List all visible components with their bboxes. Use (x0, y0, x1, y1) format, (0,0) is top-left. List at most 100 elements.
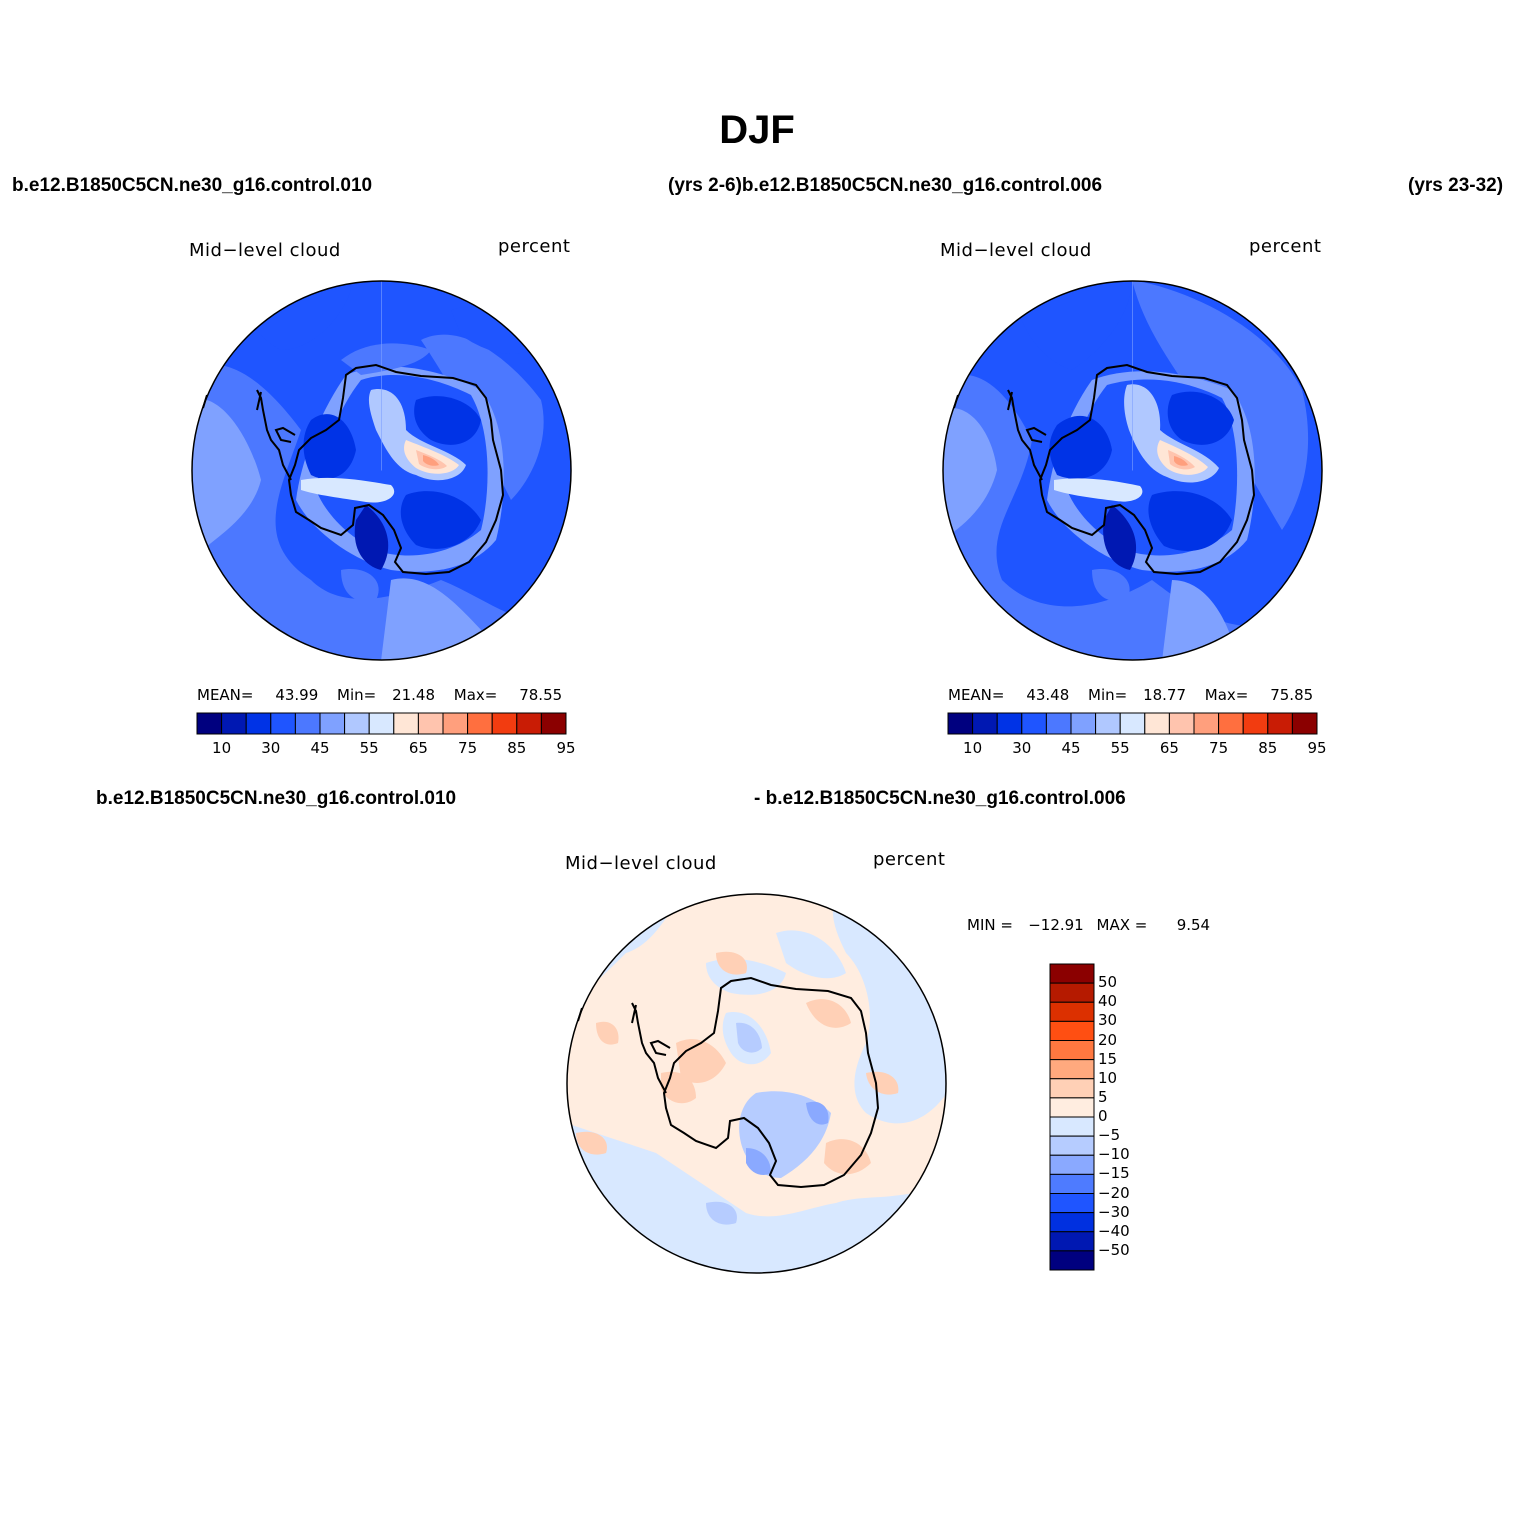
panel2-colorbar-swatch (1218, 712, 1244, 735)
panel1-variable-label: Mid−level cloud (189, 240, 341, 261)
panel1-units-label: percent (498, 236, 571, 257)
panel3-colorbar-tick-label: −5 (1098, 1126, 1121, 1145)
panel3-colorbar (1049, 963, 1095, 1271)
panel1-mean-label: MEAN= (197, 686, 254, 704)
panel1-colorbar-swatch (467, 712, 493, 735)
panel3-colorbar-tick-label: −40 (1098, 1221, 1130, 1240)
panel3-max-label: MAX = (1096, 916, 1148, 934)
top-left-case-title: b.e12.B1850C5CN.ne30_g16.control.010 (12, 175, 373, 196)
panel2-colorbar-tick-label: 55 (1110, 739, 1130, 757)
panel3-colorbar-swatch (1049, 982, 1095, 1003)
panel2-colorbar-swatch (996, 712, 1023, 735)
panel3-variable-label: Mid−level cloud (565, 853, 717, 874)
panel3-colorbar-tick-label: 15 (1098, 1049, 1118, 1068)
panel2-colorbar-tick-label: 65 (1159, 739, 1179, 757)
panel2-colorbar-swatch (972, 712, 998, 735)
panel3-colorbar-tick-label: −30 (1098, 1202, 1130, 1221)
bottom-middle-case-title: - b.e12.B1850C5CN.ne30_g16.control.006 (754, 788, 1126, 809)
panel2-colorbar-tick-label: 95 (1307, 739, 1327, 757)
panel3-colorbar-swatch (1049, 1116, 1095, 1137)
panel1-colorbar-swatch (442, 712, 469, 735)
panel1-colorbar-swatch (516, 712, 542, 735)
panel2-colorbar-swatch (1095, 712, 1121, 735)
panel3-colorbar-swatch (1049, 1231, 1095, 1252)
bottom-left-case-title: b.e12.B1850C5CN.ne30_g16.control.010 (96, 788, 457, 809)
panel1-colorbar-tick-label: 55 (359, 739, 379, 757)
panel1-colorbar-swatch (344, 712, 370, 735)
panel2-stats: MEAN= 43.48 Min= 18.77 Max= 75.85 (948, 686, 1313, 704)
panel1-colorbar-swatch (221, 712, 247, 735)
panel2-mean-value: 43.48 (1026, 686, 1070, 704)
panel1-colorbar-tick-label: 30 (261, 739, 281, 757)
panel3-colorbar-swatch (1049, 1059, 1095, 1080)
panel2-colorbar-tick-label: 45 (1061, 739, 1081, 757)
panel2-min-value: 18.77 (1143, 686, 1187, 704)
panel2-colorbar-swatch (1242, 712, 1269, 735)
panel3-colorbar-tick-label: −50 (1098, 1240, 1130, 1259)
panel2-colorbar-swatch (1291, 712, 1318, 735)
panel2-colorbar-swatch (947, 712, 974, 735)
panel3-colorbar-swatch (1049, 1173, 1095, 1194)
panel1-colorbar-swatch (417, 712, 444, 735)
panel3-units-label: percent (873, 849, 946, 870)
panel3-colorbar-tick-label: −20 (1098, 1183, 1130, 1202)
panel2-colorbar-swatch (1193, 712, 1220, 735)
panel3-colorbar-swatch (1049, 1078, 1095, 1099)
panel3-colorbar-tick-label: 10 (1098, 1068, 1118, 1087)
panel1-min-label: Min= (337, 686, 377, 704)
panel1-colorbar-swatch (540, 712, 567, 735)
panel2-colorbar (947, 712, 1318, 735)
figure-title: DJF (719, 108, 795, 152)
panel1-colorbar-tick-label: 85 (507, 739, 527, 757)
panel3-colorbar-swatch (1049, 1193, 1095, 1214)
panel1-colorbar-swatch (245, 712, 272, 735)
panel3-colorbar-swatch (1049, 1020, 1095, 1041)
panel3-colorbar-tick-label: 5 (1098, 1087, 1108, 1106)
panel1-colorbar-swatch (196, 712, 223, 735)
panel3-colorbar-swatch (1049, 1040, 1095, 1061)
panel3-colorbar-tick-label: −15 (1098, 1164, 1130, 1183)
panel2-variable-label: Mid−level cloud (940, 240, 1092, 261)
panel1-max-label: Max= (453, 686, 498, 704)
panel2-colorbar-swatch (1045, 712, 1072, 735)
panel1-colorbar-swatch (319, 712, 346, 735)
panel1-mean-value: 43.99 (275, 686, 319, 704)
top-middle-case-title: (yrs 2-6)b.e12.B1850C5CN.ne30_g16.contro… (668, 175, 1103, 196)
panel2-colorbar-swatch (1119, 712, 1146, 735)
panel3-colorbar-swatch (1049, 1097, 1095, 1118)
panel3-min-label: MIN = (967, 916, 1013, 934)
panel3-colorbar-swatch (1049, 1154, 1095, 1175)
panel2-max-value: 75.85 (1270, 686, 1314, 704)
panel2-map (942, 280, 1323, 661)
panel3-colorbar-swatch (1049, 1001, 1095, 1022)
panel1-colorbar-swatch (393, 712, 419, 735)
panel2-colorbar-tick-label: 30 (1012, 739, 1032, 757)
top-right-years-label: (yrs 23-32) (1408, 175, 1504, 196)
panel2-colorbar-tick-label: 75 (1209, 739, 1229, 757)
panel1-colorbar-tick-label: 45 (310, 739, 330, 757)
panel2-mean-label: MEAN= (948, 686, 1005, 704)
panel1-colorbar-tick-label: 65 (408, 739, 428, 757)
panel2-colorbar-swatch (1168, 712, 1195, 735)
panel2-colorbar-tick-label: 85 (1258, 739, 1278, 757)
panel3-colorbar-swatch (1049, 1135, 1095, 1156)
panel3-colorbar-tick-label: 50 (1098, 973, 1118, 992)
panel3-colorbar-swatch (1049, 1212, 1095, 1233)
panel1-min-value: 21.48 (392, 686, 436, 704)
panel3-max-value: 9.54 (1176, 916, 1211, 934)
panel3-colorbar-tick-label: 40 (1098, 992, 1118, 1011)
panel3-min-value: −12.91 (1028, 916, 1084, 934)
panel1-colorbar-tick-label: 10 (212, 739, 232, 757)
panel1-colorbar-tick-label: 75 (458, 739, 478, 757)
panel3-colorbar-swatch (1049, 1250, 1095, 1271)
panel1-colorbar-tick-label: 95 (556, 739, 576, 757)
panel3-colorbar-tick-label: 0 (1098, 1107, 1108, 1125)
panel1-colorbar (196, 712, 567, 735)
panel2-colorbar-swatch (1070, 712, 1097, 735)
panel1-max-value: 78.55 (519, 686, 563, 704)
panel3-stats: MIN = −12.91 MAX = 9.54 (967, 916, 1210, 934)
panel2-colorbar-tick-label: 10 (963, 739, 983, 757)
panel2-colorbar-swatch (1021, 712, 1047, 735)
panel1-colorbar-swatch (491, 712, 518, 735)
panel1-colorbar-swatch (368, 712, 395, 735)
